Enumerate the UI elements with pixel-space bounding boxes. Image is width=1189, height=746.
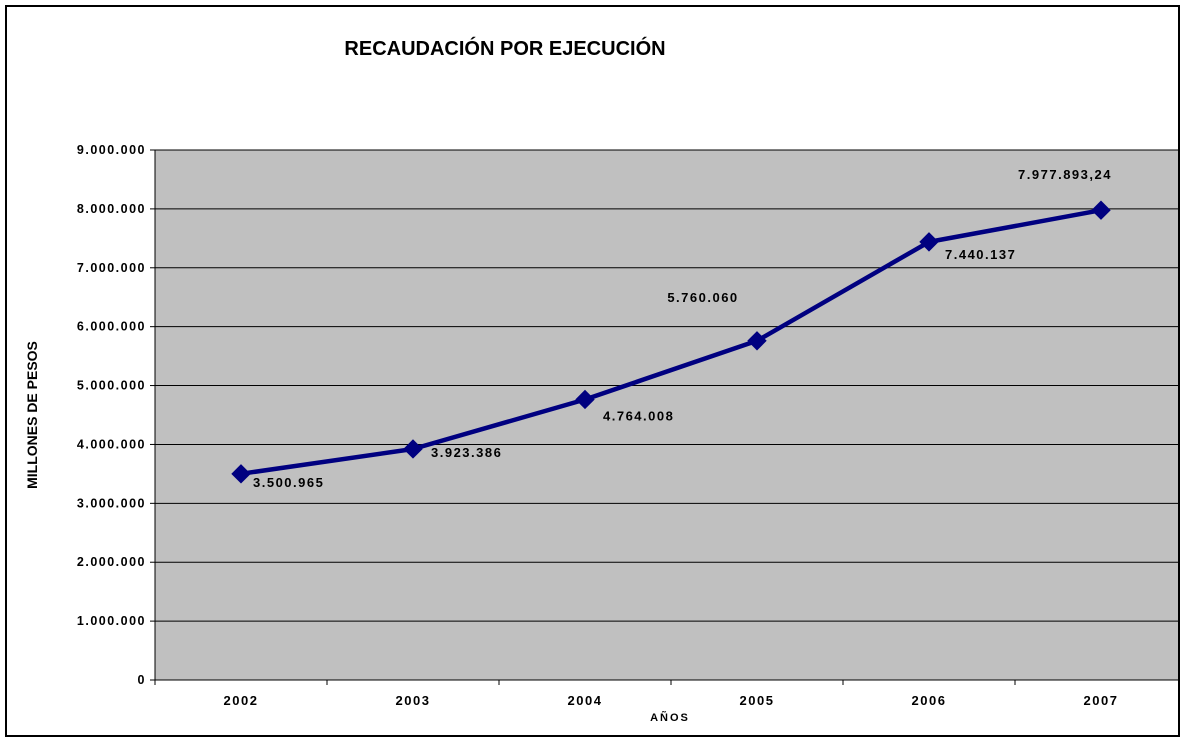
x-tick-label: 2005	[740, 693, 775, 708]
data-label: 7.977.893,24	[1018, 167, 1112, 182]
x-tick-label: 2002	[224, 693, 259, 708]
y-tick-label: 8.000.000	[77, 202, 146, 216]
data-label: 4.764.008	[603, 408, 674, 423]
chart-title: RECAUDACIÓN POR EJECUCIÓN	[344, 36, 665, 60]
y-tick-label: 9.000.000	[77, 143, 146, 157]
y-tick-label: 2.000.000	[77, 555, 146, 569]
y-tick-label: 7.000.000	[77, 261, 146, 275]
x-axis-ticks: 2002 2003 2004 2005 2006 2007	[155, 680, 1178, 708]
line-chart: RECAUDACIÓN POR EJECUCIÓN 0 1.000.000 2.00…	[7, 7, 1178, 735]
x-tick-label: 2003	[396, 693, 431, 708]
y-tick-label: 5.000.000	[77, 379, 146, 393]
x-tick-label: 2007	[1084, 693, 1119, 708]
x-axis-label: AÑOS	[650, 711, 690, 724]
chart-frame: RECAUDACIÓN POR EJECUCIÓN 0 1.000.000 2.00…	[5, 5, 1180, 737]
y-tick-label: 6.000.000	[77, 320, 146, 334]
x-tick-label: 2006	[912, 693, 947, 708]
y-tick-label: 4.000.000	[77, 437, 146, 451]
y-tick-label: 3.000.000	[77, 496, 146, 510]
data-label: 7.440.137	[945, 247, 1016, 262]
data-label: 3.923.386	[431, 445, 502, 460]
x-tick-label: 2004	[568, 693, 603, 708]
y-axis-label: MILLONES DE PESOS	[24, 341, 40, 489]
data-label: 3.500.965	[253, 475, 324, 490]
y-axis-ticks: 0 1.000.000 2.000.000 3.000.000 4.000.000 5.0…	[77, 143, 155, 687]
data-label: 5.760.060	[667, 290, 738, 305]
y-tick-label: 1.000.000	[77, 614, 146, 628]
y-tick-label: 0	[138, 673, 146, 687]
